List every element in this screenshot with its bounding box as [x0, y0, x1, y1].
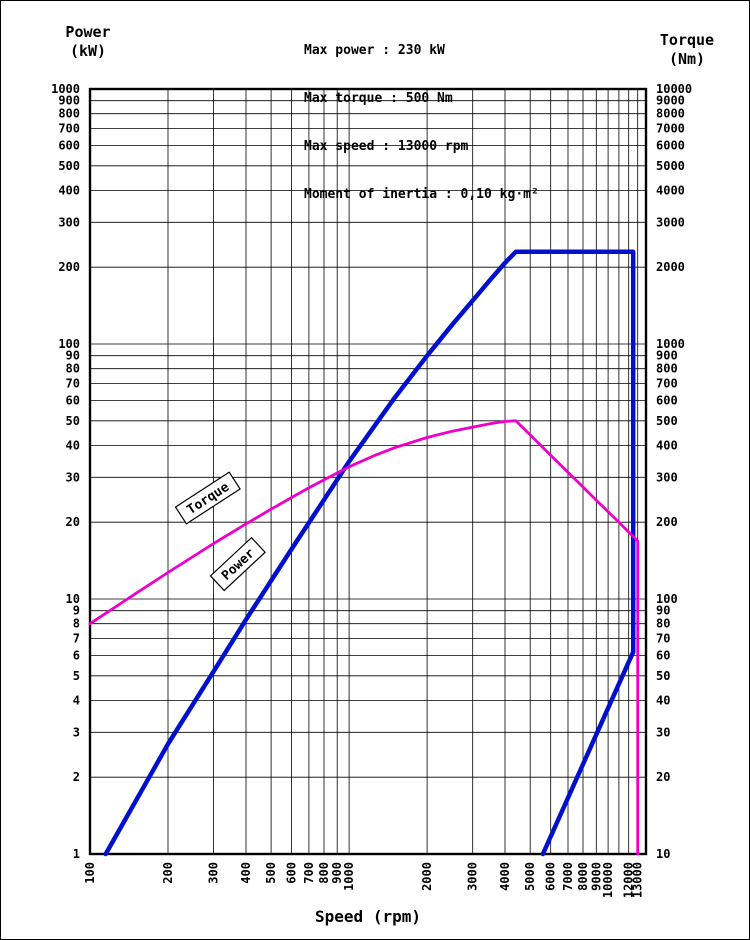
torque-tick-label: 10000: [656, 82, 692, 96]
power-curve-label: Power: [209, 536, 266, 592]
torque-tick-label: 30: [656, 725, 670, 739]
torque-tick-label: 9000: [656, 94, 685, 108]
torque-tick-label: 1000: [656, 337, 685, 351]
speed-tick-label: 13000: [631, 862, 645, 898]
spec-notes: Max power : 230 kW Max torque : 500 Nm M…: [304, 11, 539, 235]
torque-tick-label: 70: [656, 632, 670, 646]
speed-tick-label: 4000: [498, 862, 512, 891]
power-tick-label: 10: [66, 592, 80, 606]
power-tick-label: 900: [58, 94, 80, 108]
torque-tick-label: 7000: [656, 122, 685, 136]
torque-axis-title-line2: (Nm): [668, 50, 706, 68]
power-axis-title-line2: (kW): [69, 42, 107, 60]
power-curve: [103, 249, 636, 857]
torque-tick-label: 700: [656, 377, 678, 391]
power-tick-label: 1: [73, 847, 80, 861]
torque-tick-label: 4000: [656, 184, 685, 198]
speed-axis-title: Speed (rpm): [315, 907, 421, 926]
speed-tick-label: 100: [83, 862, 97, 884]
power-tick-label: 200: [58, 260, 80, 274]
torque-tick-label: 5000: [656, 159, 685, 173]
power-tick-label: 100: [58, 337, 80, 351]
speed-tick-label: 3000: [466, 862, 480, 891]
torque-tick-label: 20: [656, 770, 670, 784]
power-tick-label: 800: [58, 107, 80, 121]
speed-tick-label: 500: [264, 862, 278, 884]
speed-tick-label: 6000: [544, 862, 558, 891]
speed-tick-label: 400: [239, 862, 253, 884]
speed-tick-label: 12000: [622, 862, 636, 898]
torque-tick-label: 6000: [656, 139, 685, 153]
torque-tick-label: 100: [656, 592, 678, 606]
torque-tick-label: 80: [656, 617, 670, 631]
torque-tick-label: 500: [656, 414, 678, 428]
power-tick-label: 5: [73, 669, 80, 683]
torque-axis-title-line1: Torque: [659, 31, 715, 49]
speed-tick-label: 200: [161, 862, 175, 884]
speed-tick-label: 900: [330, 862, 344, 884]
power-tick-label: 700: [58, 122, 80, 136]
power-tick-label: 600: [58, 139, 80, 153]
speed-tick-label: 5000: [523, 862, 537, 891]
power-tick-label: 9: [73, 604, 80, 618]
speed-tick-label: 7000: [561, 862, 575, 891]
max-power-note: Max power : 230 kW: [304, 43, 445, 58]
torque-curve-label-box: [174, 471, 241, 525]
torque-curve: [88, 419, 640, 856]
inertia-note: Moment of inertia : 0,10 kg·m²: [304, 187, 539, 202]
torque-tick-label: 10: [656, 847, 670, 861]
power-tick-label: 4: [73, 694, 80, 708]
torque-tick-label: 8000: [656, 107, 685, 121]
power-tick-label: 90: [66, 349, 80, 363]
speed-tick-label: 800: [317, 862, 331, 884]
plot-frame: [88, 87, 648, 856]
torque-tick-label: 3000: [656, 215, 685, 229]
speed-tick-label: 300: [207, 862, 221, 884]
speed-tick-label: 700: [302, 862, 316, 884]
speed-tick-label: 9000: [589, 862, 603, 891]
torque-tick-label: 200: [656, 515, 678, 529]
power-tick-label: 2: [73, 770, 80, 784]
power-tick-label: 50: [66, 414, 80, 428]
power-tick-label: 80: [66, 362, 80, 376]
power-tick-label: 40: [66, 439, 80, 453]
torque-axis-title: Torque (Nm): [647, 31, 727, 69]
torque-tick-label: 900: [656, 349, 678, 363]
power-axis-title-line1: Power: [65, 23, 111, 41]
power-tick-label: 20: [66, 515, 80, 529]
torque-tick-label: 40: [656, 694, 670, 708]
torque-tick-label: 800: [656, 362, 678, 376]
power-tick-label: 30: [66, 470, 80, 484]
torque-curve-label: Torque: [174, 471, 241, 525]
power-tick-label: 1000: [51, 82, 80, 96]
torque-tick-label: 90: [656, 604, 670, 618]
speed-tick-label: 2000: [420, 862, 434, 891]
max-torque-note: Max torque : 500 Nm: [304, 91, 453, 106]
power-curve-label-box: [209, 536, 266, 592]
torque-tick-label: 2000: [656, 260, 685, 274]
torque-tick-label: 400: [656, 439, 678, 453]
power-tick-label: 400: [58, 184, 80, 198]
torque-tick-label: 60: [656, 649, 670, 663]
torque-tick-label: 300: [656, 470, 678, 484]
power-axis-title: Power (kW): [49, 23, 127, 61]
power-tick-label: 300: [58, 215, 80, 229]
power-tick-label: 3: [73, 725, 80, 739]
speed-tick-label: 600: [285, 862, 299, 884]
power-tick-label: 6: [73, 649, 80, 663]
speed-tick-label: 1000: [342, 862, 356, 891]
power-tick-label: 60: [66, 394, 80, 408]
power-tick-label: 8: [73, 617, 80, 631]
power-tick-label: 7: [73, 632, 80, 646]
torque-tick-label: 50: [656, 669, 670, 683]
power-tick-label: 500: [58, 159, 80, 173]
speed-tick-label: 10000: [601, 862, 615, 898]
power-tick-label: 70: [66, 377, 80, 391]
speed-tick-label: 8000: [576, 862, 590, 891]
max-speed-note: Max speed : 13000 rpm: [304, 139, 469, 154]
torque-tick-label: 600: [656, 394, 678, 408]
